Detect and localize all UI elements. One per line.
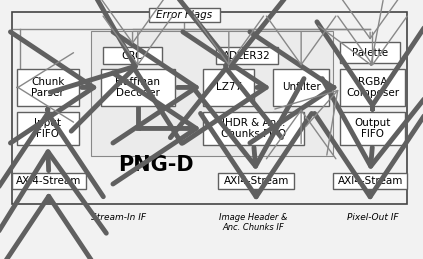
Text: Unfilter: Unfilter	[282, 82, 321, 92]
FancyBboxPatch shape	[341, 112, 404, 145]
Text: AXI4-Stream: AXI4-Stream	[338, 176, 403, 186]
Text: Huffman
Decoder: Huffman Decoder	[115, 77, 160, 98]
FancyBboxPatch shape	[203, 112, 304, 145]
FancyBboxPatch shape	[12, 174, 85, 189]
Text: Stream-In IF: Stream-In IF	[91, 213, 146, 222]
FancyBboxPatch shape	[341, 42, 400, 63]
Text: IHDR & Anc.
Chunks FIFO: IHDR & Anc. Chunks FIFO	[221, 118, 286, 139]
Text: LZ77: LZ77	[216, 82, 242, 92]
Text: AXI4-Stream: AXI4-Stream	[16, 176, 81, 186]
Text: Image Header &
Anc. Chunks IF: Image Header & Anc. Chunks IF	[219, 213, 288, 232]
Text: Input
FIFO: Input FIFO	[34, 118, 61, 139]
Text: PNG-D: PNG-D	[118, 155, 193, 175]
Text: RGBA
Composer: RGBA Composer	[346, 77, 399, 98]
Text: ADLER32: ADLER32	[223, 51, 271, 61]
FancyBboxPatch shape	[218, 174, 294, 189]
FancyBboxPatch shape	[101, 69, 175, 106]
FancyBboxPatch shape	[333, 174, 407, 189]
Text: Chunk
Parser: Chunk Parser	[31, 77, 64, 98]
Text: Error Flags: Error Flags	[156, 10, 212, 20]
Text: CRC: CRC	[122, 51, 143, 61]
FancyBboxPatch shape	[273, 69, 329, 106]
FancyBboxPatch shape	[216, 47, 278, 64]
Text: Output
FIFO: Output FIFO	[354, 118, 391, 139]
Bar	[91, 31, 333, 156]
Bar	[12, 12, 407, 204]
FancyBboxPatch shape	[103, 47, 162, 64]
FancyBboxPatch shape	[16, 112, 79, 145]
Text: Palette: Palette	[352, 47, 388, 57]
FancyBboxPatch shape	[203, 69, 254, 106]
Text: AXI4-Stream: AXI4-Stream	[223, 176, 289, 186]
FancyBboxPatch shape	[149, 8, 220, 23]
FancyBboxPatch shape	[341, 69, 404, 106]
FancyBboxPatch shape	[16, 69, 79, 106]
Text: Pixel-Out IF: Pixel-Out IF	[347, 213, 398, 222]
